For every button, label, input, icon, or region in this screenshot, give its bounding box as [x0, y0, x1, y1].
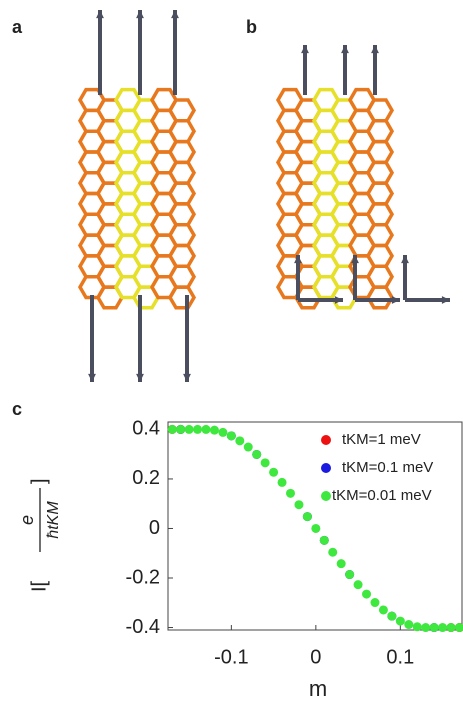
- hexagon: [167, 139, 197, 165]
- data-point: [429, 623, 439, 633]
- hexagon: [365, 181, 395, 206]
- arrow-head: [371, 45, 379, 54]
- y-tick-label: -0.2: [126, 566, 160, 588]
- arrow-head: [294, 255, 302, 264]
- arrow-head: [183, 373, 191, 382]
- x-tick-label: 0: [310, 646, 321, 668]
- arrow-head: [171, 10, 179, 19]
- hexagon: [365, 285, 395, 310]
- hexagon: [167, 285, 197, 310]
- data-point: [167, 424, 177, 434]
- data-point: [269, 467, 279, 477]
- data-point: [243, 442, 253, 452]
- y-tick-label: 0.4: [132, 418, 160, 440]
- hexagon: [365, 98, 395, 123]
- data-point: [345, 570, 355, 580]
- data-point: [294, 500, 304, 510]
- hexagon: [365, 264, 395, 289]
- data-point: [370, 598, 380, 608]
- hexagon: [365, 139, 395, 165]
- data-point: [438, 623, 448, 633]
- data-point: [277, 477, 287, 487]
- y-label-numerator: e: [17, 515, 37, 525]
- data-point: [446, 623, 456, 633]
- y-tick-label: 0.2: [132, 467, 160, 489]
- panel-label: b: [246, 17, 257, 37]
- arrow-head: [351, 255, 359, 264]
- data-point: [302, 512, 312, 522]
- data-point: [260, 458, 270, 468]
- arrow-head: [334, 296, 343, 304]
- data-point: [193, 424, 203, 434]
- arrow-head: [391, 296, 400, 304]
- y-label-prefix: I[: [28, 580, 50, 592]
- hexagon: [167, 119, 197, 144]
- arrow-head: [441, 296, 450, 304]
- hexagon: [167, 160, 197, 185]
- data-point: [362, 589, 372, 599]
- panel-label: a: [12, 17, 23, 37]
- legend-label: tKM=0.01 meV: [332, 487, 432, 504]
- data-point: [378, 605, 388, 615]
- hexagon: [167, 181, 197, 206]
- data-point: [184, 424, 194, 434]
- data-point: [176, 424, 186, 434]
- y-tick-label: -0.4: [126, 616, 160, 638]
- data-point: [336, 559, 346, 569]
- hexagon: [365, 243, 395, 269]
- data-point: [353, 580, 363, 590]
- data-point: [226, 431, 236, 441]
- x-tick-label: 0.1: [386, 646, 414, 668]
- y-axis-label: I[ e ħtKM ]: [17, 478, 62, 592]
- hexagon: [167, 264, 197, 289]
- hexagon: [167, 222, 197, 248]
- plot-frame: [167, 421, 463, 631]
- hexagon: [167, 202, 197, 227]
- arrow-head: [88, 373, 96, 382]
- data-point: [235, 436, 245, 446]
- data-point: [252, 449, 262, 459]
- data-point: [387, 611, 397, 621]
- data-point: [319, 535, 329, 545]
- legend-label: tKM=0.1 meV: [342, 459, 433, 476]
- x-axis-label: m: [309, 676, 327, 701]
- legend-marker: [321, 491, 331, 501]
- data-point: [404, 620, 414, 630]
- arrow-head: [401, 255, 409, 264]
- hexagon: [365, 202, 395, 227]
- hexagon: [365, 119, 395, 144]
- legend-marker: [321, 463, 331, 473]
- arrow-head: [136, 10, 144, 19]
- data-point: [218, 427, 228, 437]
- legend-marker: [321, 435, 331, 445]
- arrow-head: [96, 10, 104, 19]
- data-point: [311, 523, 321, 533]
- y-tick-label: 0: [149, 517, 160, 539]
- data-point: [209, 425, 219, 435]
- data-point: [201, 424, 211, 434]
- data-point: [421, 623, 431, 633]
- y-label-denominator: ħtKM: [45, 501, 62, 539]
- arrow-head: [341, 45, 349, 54]
- hexagon: [167, 243, 197, 269]
- data-point: [286, 488, 295, 498]
- data-point: [454, 623, 463, 633]
- x-tick-label: -0.1: [214, 646, 248, 668]
- legend-label: tKM=1 meV: [342, 431, 421, 448]
- hexagon: [167, 98, 197, 123]
- hexagon: [365, 222, 395, 248]
- arrow-head: [301, 45, 309, 54]
- hexagon: [365, 160, 395, 185]
- data-point: [328, 547, 338, 557]
- data-point: [412, 622, 422, 632]
- panel-label: c: [12, 399, 22, 419]
- molecule-diagrams: [77, 10, 450, 382]
- y-label-suffix: ]: [28, 478, 50, 484]
- arrow-head: [136, 373, 144, 382]
- data-point: [395, 616, 405, 626]
